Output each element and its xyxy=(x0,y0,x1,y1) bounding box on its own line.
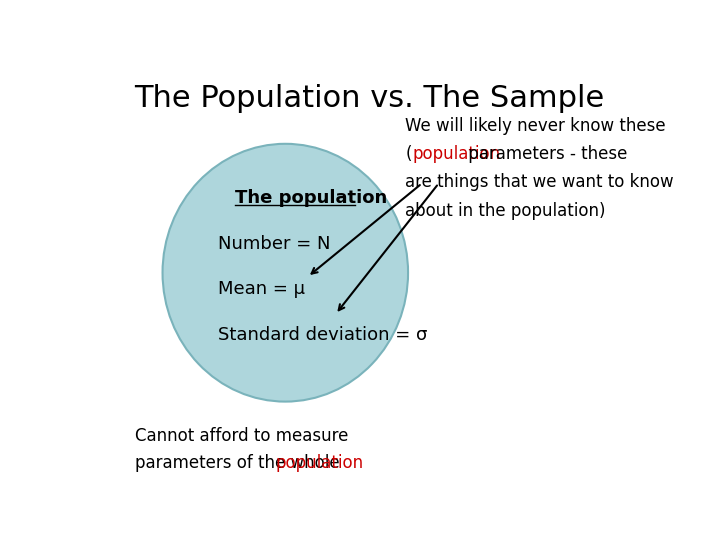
Text: Cannot afford to measure: Cannot afford to measure xyxy=(135,427,348,444)
Text: about in the population): about in the population) xyxy=(405,201,606,220)
Text: are things that we want to know: are things that we want to know xyxy=(405,173,674,191)
Text: (: ( xyxy=(405,145,412,163)
Text: Standard deviation = σ: Standard deviation = σ xyxy=(218,326,428,344)
Text: parameters of the whole: parameters of the whole xyxy=(135,454,344,471)
Ellipse shape xyxy=(163,144,408,402)
Text: population: population xyxy=(275,454,364,471)
Text: Number = N: Number = N xyxy=(218,234,331,253)
Text: population: population xyxy=(413,145,500,163)
Text: Mean = μ: Mean = μ xyxy=(218,280,305,298)
Text: parameters - these: parameters - these xyxy=(463,145,628,163)
Text: The population: The population xyxy=(235,189,387,207)
Text: We will likely never know these: We will likely never know these xyxy=(405,117,666,135)
Text: The Population vs. The Sample: The Population vs. The Sample xyxy=(134,84,604,112)
